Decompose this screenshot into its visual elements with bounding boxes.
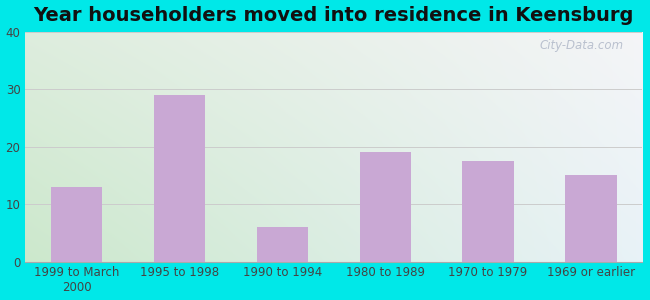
Bar <box>154 95 205 262</box>
Title: Year householders moved into residence in Keensburg: Year householders moved into residence i… <box>34 6 634 25</box>
Text: City-Data.com: City-Data.com <box>540 39 624 52</box>
Bar <box>359 152 411 262</box>
Bar <box>566 176 617 262</box>
Bar <box>462 161 514 262</box>
Bar <box>257 227 308 262</box>
Bar <box>51 187 103 262</box>
